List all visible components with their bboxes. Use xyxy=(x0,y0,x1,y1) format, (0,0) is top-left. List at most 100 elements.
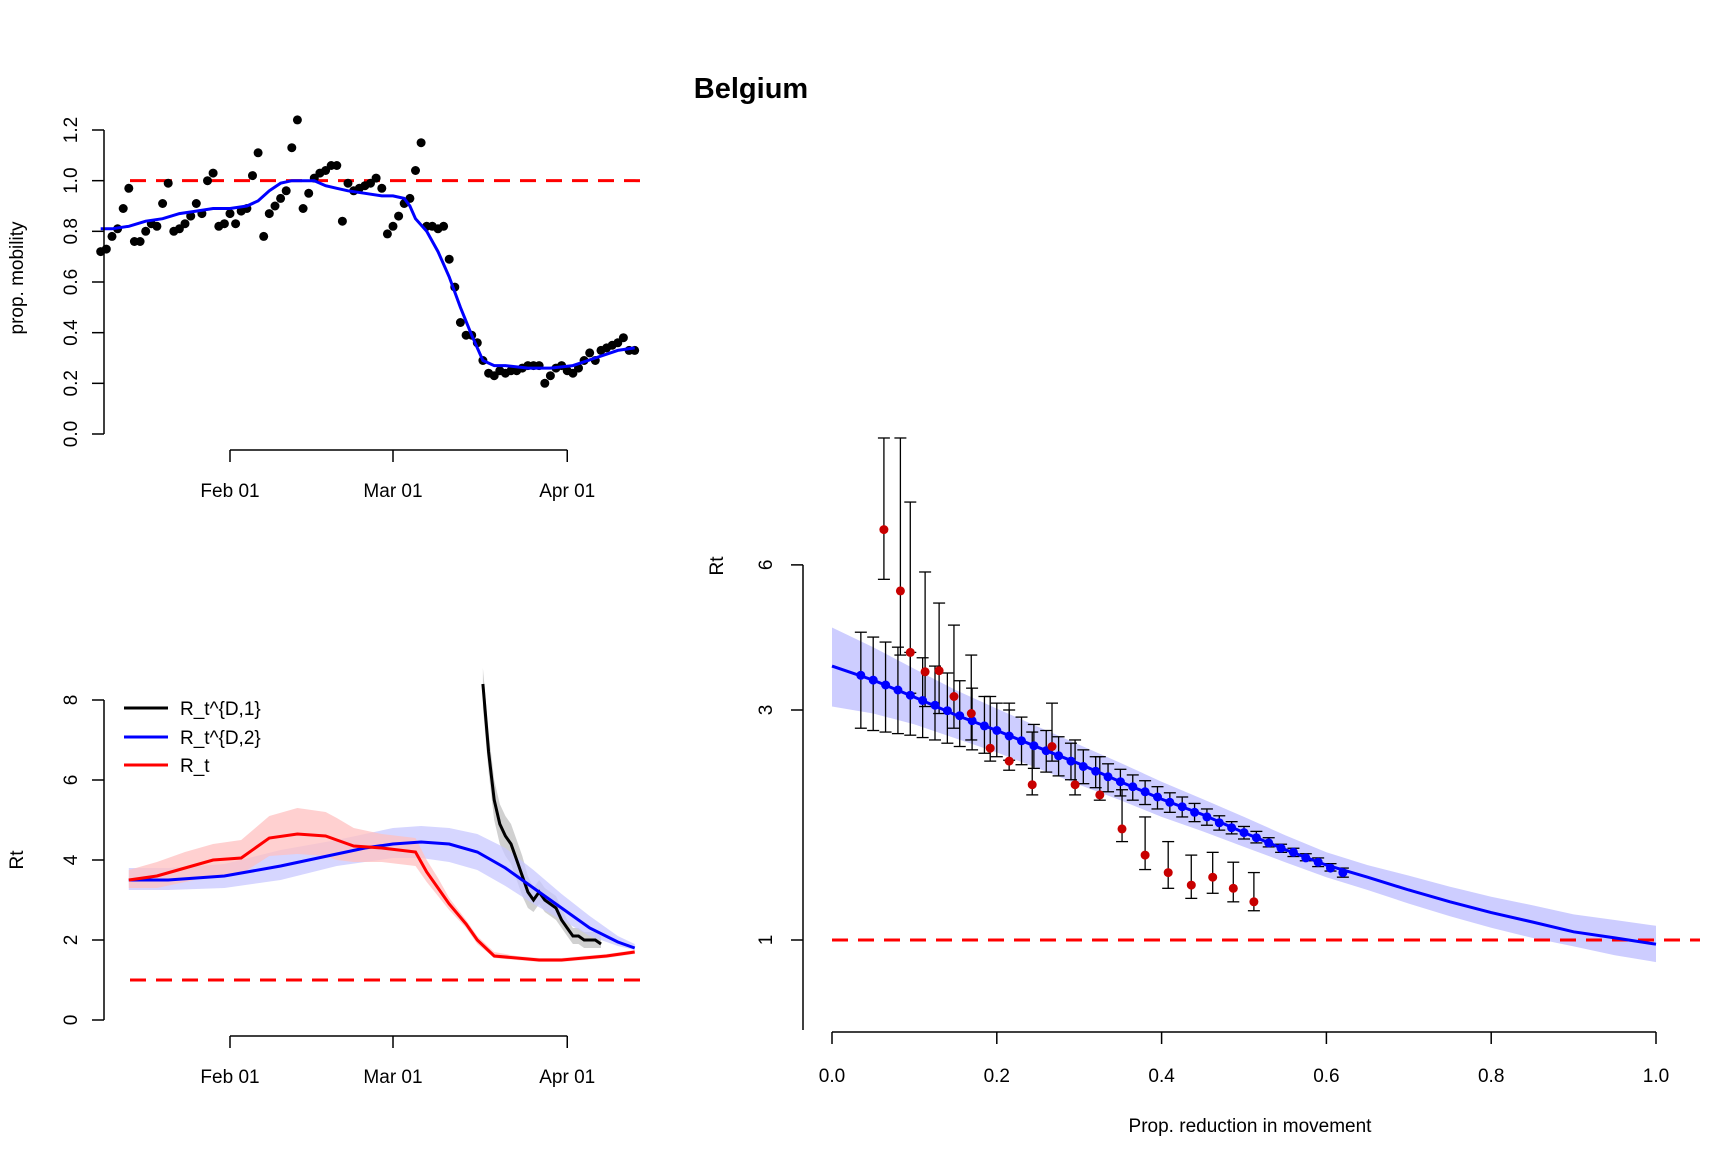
rt-reduction-fitted-point xyxy=(1029,741,1039,751)
mobility-y-tick-label: 0.2 xyxy=(61,370,82,396)
mobility-y-tick-label: 0.4 xyxy=(61,319,82,346)
rt-reduction-observed-point xyxy=(1208,872,1218,882)
rt-time-series-line xyxy=(128,832,635,962)
rt-reduction-fitted-point xyxy=(1128,782,1138,792)
rt-reduction-observed-point xyxy=(1027,780,1037,790)
rt-reduction-observed-point xyxy=(1228,883,1238,893)
rt-time-y-tick-label: 0 xyxy=(61,1015,82,1026)
rt-reduction-fitted-point xyxy=(856,670,866,680)
rt-reduction-observed-point xyxy=(934,666,944,676)
rt-reduction-fitted-point xyxy=(868,675,878,685)
figure-title: Belgium xyxy=(694,73,808,105)
mobility-point xyxy=(225,209,235,219)
mobility-point xyxy=(259,231,269,241)
mobility-point xyxy=(107,231,117,241)
mobility-point xyxy=(264,209,274,219)
rt-reduction-fitted-point xyxy=(1103,772,1113,782)
mobility-point xyxy=(180,219,190,229)
rt-reduction-fitted-point xyxy=(1313,857,1323,867)
rt-time-panel: 0 2 4 6 8 Feb 01 Mar 01 Apr 01 Rt R_t^{D,1} R_t… xyxy=(7,668,640,1088)
rt-reduction-fitted-point xyxy=(1288,847,1298,857)
rt-time-y-tick-label: 2 xyxy=(61,935,82,946)
mobility-y-tick-label: 0.6 xyxy=(61,269,82,295)
rt-reduction-fitted-point xyxy=(1066,756,1076,766)
mobility-point xyxy=(343,178,353,188)
rt-reduction-fitted-point xyxy=(881,680,891,690)
rt-reduction-fitted-point xyxy=(1214,818,1224,828)
rt-reduction-y-tick-label: 3 xyxy=(756,705,777,716)
mobility-point xyxy=(332,161,342,170)
rt-reduction-fitted-point xyxy=(1338,868,1348,878)
rt-reduction-fitted-point xyxy=(1115,777,1125,787)
mobility-point xyxy=(377,183,387,193)
rt-time-y-tick-label: 4 xyxy=(61,854,82,865)
mobility-y-tick-label: 0.0 xyxy=(61,421,82,447)
mobility-point xyxy=(292,115,302,125)
rt-time-y-tick-label: 6 xyxy=(61,775,82,786)
rt-reduction-fitted-point xyxy=(1078,762,1088,771)
rt-reduction-observed-point xyxy=(949,692,959,701)
legend-label-rt: R_t xyxy=(180,756,210,777)
rt-reduction-fitted-point xyxy=(1276,843,1286,853)
rt-reduction-fitted-point xyxy=(992,726,1002,735)
rt-reduction-fitted-point xyxy=(918,696,928,705)
rt-reduction-fitted-point xyxy=(1004,731,1014,741)
rt-reduction-x-tick-label: 0.8 xyxy=(1478,1066,1504,1087)
mobility-point xyxy=(540,378,550,388)
rt-reduction-observed-point xyxy=(1004,756,1014,766)
mobility-point xyxy=(394,211,404,221)
rt-reduction-fitted-point xyxy=(1091,766,1101,776)
mobility-point xyxy=(439,221,449,231)
rt-reduction-x-axis-label: Prop. reduction in movement xyxy=(1129,1116,1373,1137)
mobility-y-tick-label: 1.2 xyxy=(61,117,82,143)
rt-reduction-x-tick-label: 0.0 xyxy=(819,1066,845,1087)
mobility-point xyxy=(203,176,212,186)
rt-reduction-fitted-point xyxy=(1239,828,1249,838)
mobility-point xyxy=(118,204,128,213)
rt-reduction-observed-point xyxy=(1140,850,1150,860)
rt-reduction-fitted-point xyxy=(979,721,989,731)
rt-time-y-tick-label: 8 xyxy=(61,695,82,706)
rt-time-x-tick-label: Feb 01 xyxy=(200,1067,259,1088)
mobility-point xyxy=(163,178,173,188)
rt-reduction-observed-point xyxy=(920,667,930,677)
rt-reduction-observed-point xyxy=(1047,742,1057,751)
rt-reduction-observed-point xyxy=(966,709,976,718)
rt-reduction-fitted-point xyxy=(905,690,915,700)
mobility-point xyxy=(287,143,297,153)
mobility-point xyxy=(545,371,555,381)
rt-time-legend: R_t^{D,1} R_t^{D,2} R_t xyxy=(124,699,261,777)
mobility-point xyxy=(186,211,196,221)
rt-reduction-x-tick-label: 1.0 xyxy=(1643,1066,1669,1087)
mobility-point xyxy=(270,201,280,211)
mobility-point xyxy=(382,229,392,239)
rt-reduction-x-tick-label: 0.6 xyxy=(1313,1066,1339,1087)
rt-time-series-line xyxy=(128,840,636,950)
rt-reduction-fitted-point xyxy=(1140,787,1150,797)
rt-reduction-y-tick-label: 1 xyxy=(756,935,777,946)
mobility-point xyxy=(124,183,134,193)
rt-reduction-fitted-point xyxy=(1301,853,1311,863)
mobility-point xyxy=(304,188,314,198)
mobility-point xyxy=(337,216,347,226)
rt-time-x-tick-label: Apr 01 xyxy=(539,1067,595,1088)
rt-reduction-observed-point xyxy=(879,525,889,535)
rt-reduction-x-tick-label: 0.2 xyxy=(984,1066,1010,1087)
legend-label-rt-d2: R_t^{D,2} xyxy=(180,728,261,749)
mobility-y-tick-label: 1.0 xyxy=(61,167,82,193)
mobility-y-axis-label: prop. mobility xyxy=(7,221,28,334)
legend-label-rt-d1: R_t^{D,1} xyxy=(180,699,261,720)
rt-reduction-fit-band xyxy=(832,627,1656,963)
rt-reduction-y-axis-label: Rt xyxy=(707,556,728,576)
rt-reduction-observed-point xyxy=(1070,780,1080,790)
rt-reduction-observed-point xyxy=(1186,880,1196,890)
mobility-point xyxy=(444,254,454,264)
mobility-point xyxy=(158,199,168,208)
rt-reduction-observed-point xyxy=(1249,897,1259,907)
mobility-point xyxy=(298,204,308,213)
rt-reduction-y-tick-label: 6 xyxy=(756,560,777,571)
mobility-x-tick-label: Feb 01 xyxy=(200,481,259,502)
rt-reduction-observed-point xyxy=(1117,824,1127,834)
mobility-point xyxy=(416,138,426,148)
